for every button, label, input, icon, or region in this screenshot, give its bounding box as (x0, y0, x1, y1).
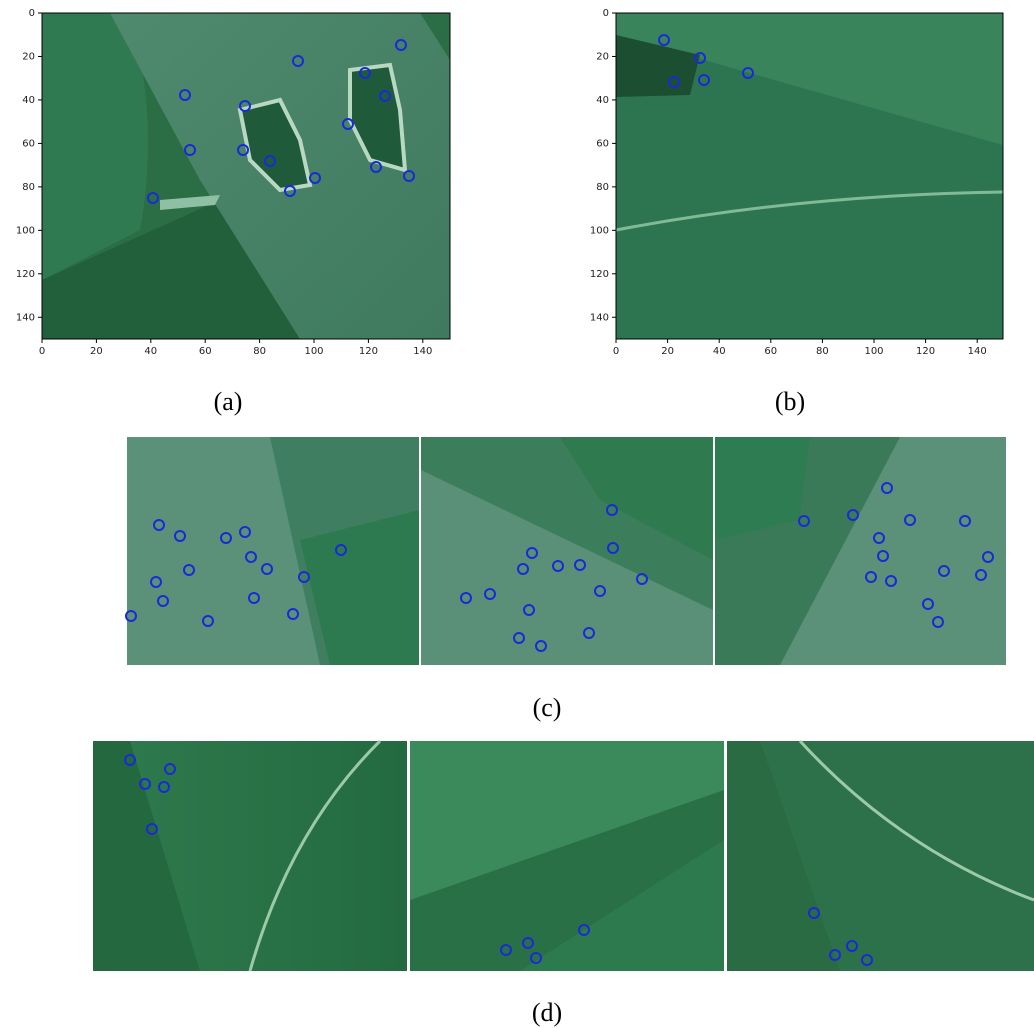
figure: (a) (b) (c) (d) 0 20 40 60 80 100 120 140 0 20 40 6… (0, 0, 1034, 1028)
x-tick-label: 100 (304, 346, 323, 357)
x-tick-label: 100 (864, 346, 883, 357)
y-tick-label: 140 (16, 312, 35, 323)
y-tick-label: 20 (596, 51, 609, 62)
y-tick-label: 100 (590, 225, 609, 236)
x-tick-label: 60 (199, 346, 212, 357)
caption: (c) (533, 693, 562, 722)
x-tick-label: 60 (764, 346, 777, 357)
x-tick-label: 20 (90, 346, 103, 357)
x-tick-label: 140 (413, 346, 432, 357)
y-tick-label: 80 (596, 182, 609, 193)
caption: (b) (775, 387, 805, 416)
x-tick-label: 120 (916, 346, 935, 357)
image-strip-c (127, 437, 1006, 665)
y-tick-label: 60 (22, 138, 35, 149)
x-tick-label: 80 (816, 346, 829, 357)
y-tick-label: 0 (29, 8, 35, 19)
y-tick-label: 0 (603, 8, 609, 19)
x-tick-label: 40 (713, 346, 726, 357)
x-tick-label: 20 (661, 346, 674, 357)
image-a (42, 13, 450, 339)
y-tick-label: 120 (16, 269, 35, 280)
y-tick-label: 80 (22, 182, 35, 193)
x-tick-label: 40 (144, 346, 157, 357)
caption: (d) (532, 998, 562, 1027)
y-tick-label: 20 (22, 51, 35, 62)
y-tick-label: 60 (596, 138, 609, 149)
image-b (616, 13, 1003, 339)
caption: (a) (214, 387, 243, 416)
y-tick-label: 40 (596, 95, 609, 106)
image-strip-d (93, 741, 1034, 971)
x-tick-label: 120 (359, 346, 378, 357)
y-tick-label: 100 (16, 225, 35, 236)
y-tick-label: 120 (590, 269, 609, 280)
x-tick-label: 80 (253, 346, 266, 357)
y-tick-label: 140 (590, 312, 609, 323)
y-tick-label: 40 (22, 95, 35, 106)
x-tick-label: 140 (968, 346, 987, 357)
x-tick-label: 0 (39, 346, 45, 357)
x-tick-label: 0 (613, 346, 619, 357)
